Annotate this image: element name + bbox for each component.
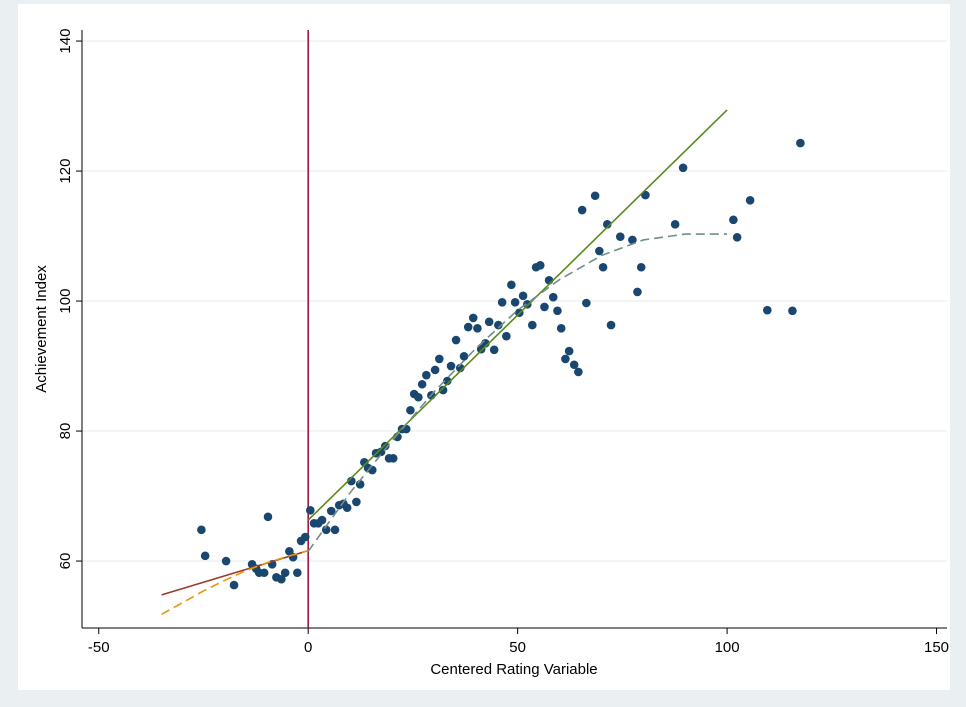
point <box>489 345 499 355</box>
point <box>280 568 290 578</box>
point <box>446 361 456 371</box>
point <box>564 346 574 356</box>
point <box>317 515 327 525</box>
point <box>459 352 469 361</box>
point <box>468 313 478 323</box>
point <box>577 205 587 215</box>
point <box>522 300 532 309</box>
y-tick-label: 100 <box>57 289 74 314</box>
y-tick-label: 140 <box>57 29 74 54</box>
point <box>535 261 545 270</box>
fit-line <box>307 109 728 521</box>
point <box>582 298 591 308</box>
point <box>507 280 516 290</box>
x-tick-label: 0 <box>304 639 312 656</box>
point <box>200 551 210 561</box>
point <box>502 331 511 341</box>
point <box>221 556 231 566</box>
point <box>422 370 431 380</box>
point <box>197 525 206 535</box>
point <box>602 220 612 229</box>
point <box>745 196 755 205</box>
point <box>590 191 600 201</box>
point <box>330 525 340 535</box>
point <box>494 320 503 330</box>
y-tick-label: 60 <box>57 553 74 570</box>
point <box>796 138 805 148</box>
point <box>510 298 520 307</box>
x-tick-label: 50 <box>509 639 526 656</box>
point <box>451 335 461 345</box>
point <box>300 532 310 542</box>
point <box>678 163 688 173</box>
x-tick-label: -50 <box>88 639 110 656</box>
point <box>352 497 361 507</box>
point <box>406 405 415 415</box>
point <box>326 506 336 516</box>
point <box>277 574 286 584</box>
point <box>732 233 742 242</box>
point <box>569 360 579 370</box>
point <box>417 379 427 389</box>
point <box>574 367 583 377</box>
point <box>484 317 494 327</box>
point <box>762 305 772 315</box>
y-axis-title: Achievement Index <box>33 265 50 393</box>
point <box>540 302 549 312</box>
fit-line <box>307 233 728 552</box>
point <box>293 568 302 578</box>
y-tick-label: 80 <box>57 423 74 440</box>
point <box>598 262 608 272</box>
point <box>229 580 239 590</box>
point <box>435 354 444 364</box>
point <box>556 324 566 333</box>
point <box>438 385 448 395</box>
x-tick-label: 150 <box>924 639 949 656</box>
point <box>380 441 390 451</box>
point <box>430 365 440 375</box>
y-tick-label: 120 <box>57 159 74 184</box>
point <box>729 215 738 225</box>
point <box>342 503 352 513</box>
point <box>497 298 507 307</box>
point <box>518 291 528 301</box>
point <box>615 232 625 241</box>
point <box>553 306 562 316</box>
point <box>388 454 398 463</box>
point <box>788 306 797 316</box>
point <box>561 354 570 364</box>
point <box>636 262 646 272</box>
point <box>442 376 452 386</box>
point <box>606 320 616 330</box>
point <box>528 320 537 330</box>
point <box>414 392 423 402</box>
point <box>670 220 680 229</box>
point <box>305 506 315 515</box>
point <box>259 568 269 578</box>
point <box>628 235 637 245</box>
point <box>463 322 473 332</box>
point <box>321 525 331 535</box>
point <box>473 324 482 333</box>
x-tick-label: 100 <box>715 639 740 656</box>
point <box>633 287 642 297</box>
point <box>263 512 273 522</box>
x-axis-title: Centered Rating Variable <box>430 661 597 678</box>
point <box>595 246 604 256</box>
point <box>548 292 558 302</box>
